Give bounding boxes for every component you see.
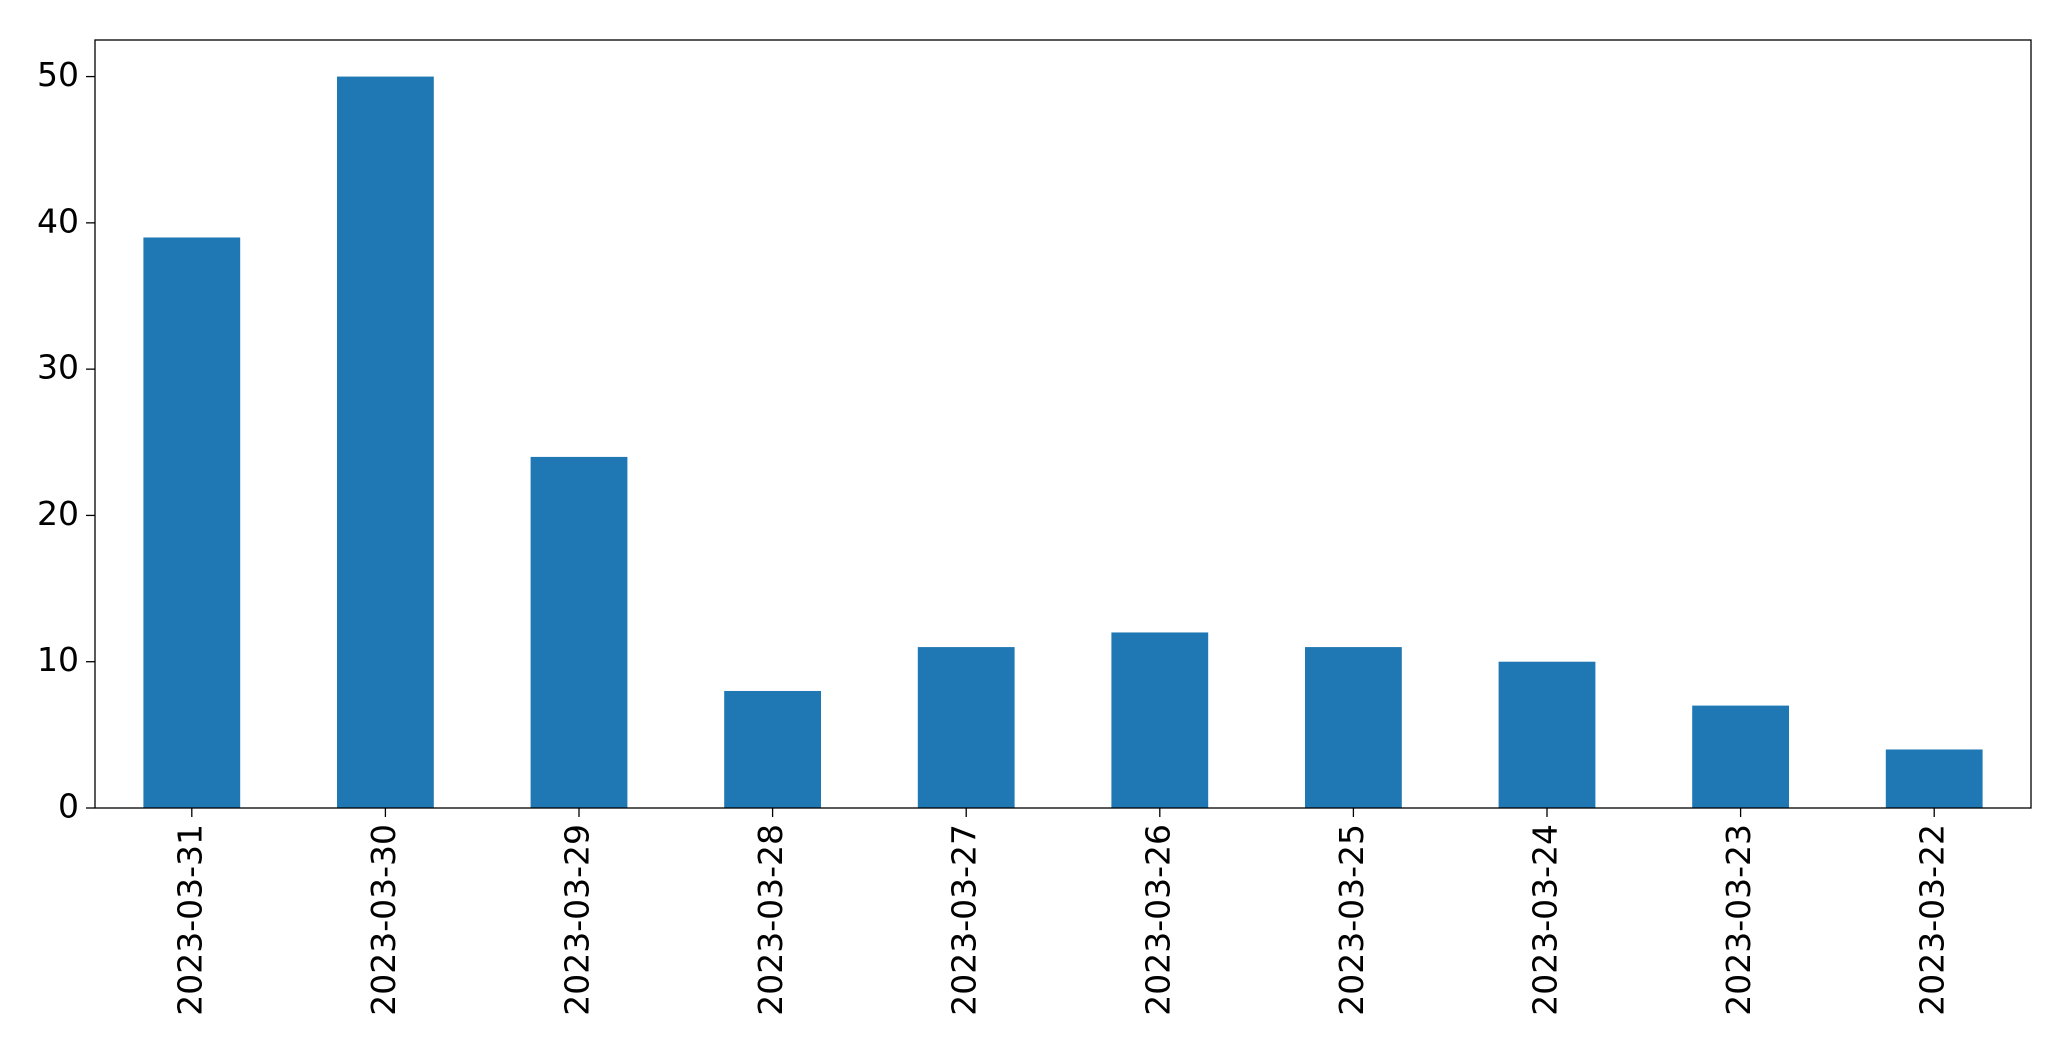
x-tick-label: 2023-03-25 (1332, 824, 1371, 1016)
bar (337, 76, 434, 809)
x-tick-label: 2023-03-24 (1526, 824, 1565, 1016)
bar (1111, 632, 1209, 808)
bar (1885, 749, 1983, 808)
x-tick-label: 2023-03-22 (1913, 824, 1952, 1016)
y-tick-label: 30 (37, 348, 79, 387)
bar (1305, 647, 1402, 808)
x-tick-label: 2023-03-23 (1719, 824, 1758, 1016)
y-tick-label: 0 (58, 787, 79, 826)
x-tick-label: 2023-03-28 (751, 824, 790, 1016)
y-tick-label: 40 (37, 201, 79, 240)
bar (530, 456, 628, 808)
plot-frame (94, 39, 2032, 809)
y-tick-label: 10 (37, 640, 79, 679)
bar (1692, 705, 1789, 808)
bar (143, 237, 241, 808)
x-tick-label: 2023-03-27 (945, 824, 984, 1016)
x-tick-label: 2023-03-26 (1138, 824, 1177, 1016)
x-tick-label: 2023-03-31 (170, 824, 209, 1016)
y-tick-label: 50 (37, 55, 79, 94)
bar (1498, 661, 1596, 808)
x-tick-label: 2023-03-29 (558, 824, 597, 1016)
bar (917, 647, 1015, 808)
y-tick-label: 20 (37, 494, 79, 533)
x-tick-label: 2023-03-30 (364, 824, 403, 1016)
bar (724, 690, 821, 808)
